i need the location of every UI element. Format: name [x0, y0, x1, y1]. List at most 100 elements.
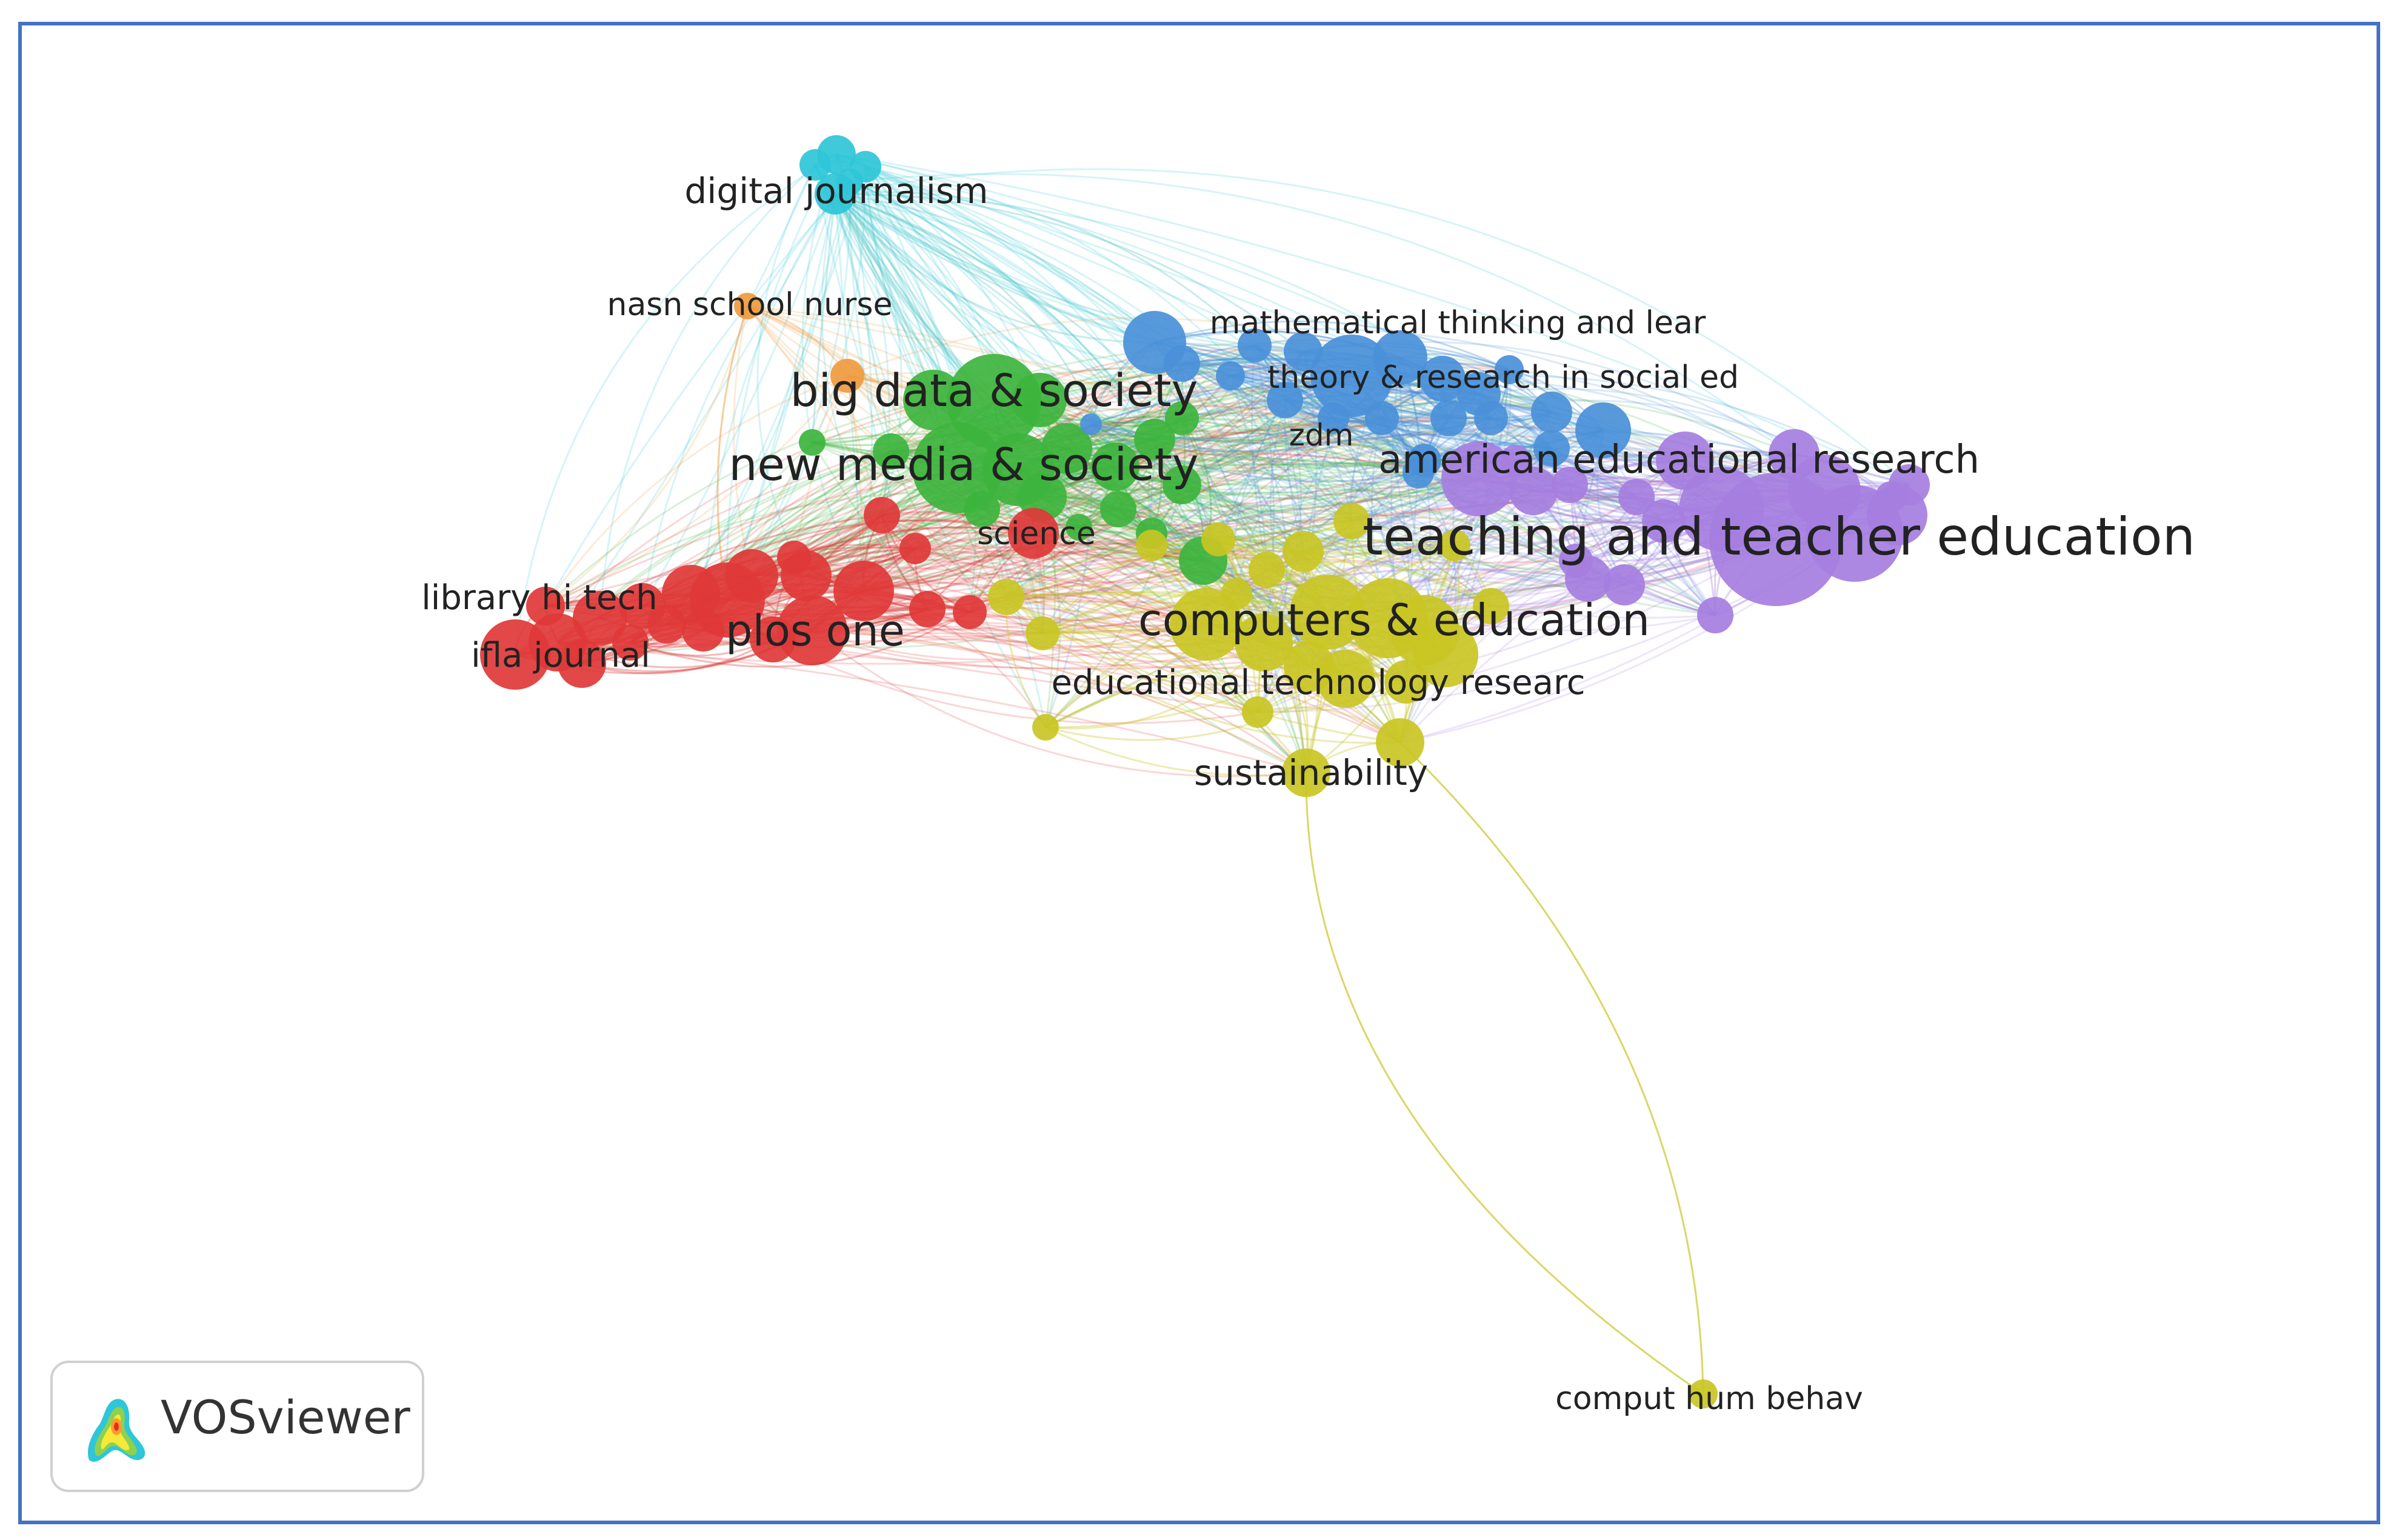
network-node[interactable] — [750, 616, 796, 662]
network-node[interactable] — [1170, 588, 1243, 661]
network-node[interactable] — [1091, 442, 1139, 491]
network-node[interactable] — [1509, 467, 1558, 515]
network-node[interactable] — [1430, 400, 1467, 436]
network-node[interactable] — [912, 422, 1003, 513]
network-node[interactable] — [526, 587, 565, 625]
network-node[interactable] — [1403, 457, 1434, 488]
label-comput-hum-behav[interactable]: comput hum behav — [1555, 1381, 1863, 1417]
network-node[interactable] — [1679, 467, 1764, 552]
label-library-hi-tech[interactable]: library hi tech — [421, 578, 658, 618]
label-ifla-journal[interactable]: ifla journal — [471, 636, 650, 675]
network-node[interactable] — [1384, 660, 1428, 704]
network-node[interactable] — [734, 293, 761, 319]
network-node[interactable] — [1080, 413, 1102, 435]
network-node[interactable] — [1697, 597, 1733, 633]
label-american-educational-research[interactable]: american educational research — [1378, 438, 1980, 482]
network-node[interactable] — [836, 168, 863, 195]
network-node[interactable] — [1290, 575, 1365, 650]
network-node[interactable] — [1439, 530, 1470, 561]
label-digital-journalism[interactable]: digital journalism — [684, 170, 988, 212]
label-science[interactable]: science — [977, 516, 1096, 552]
network-node[interactable] — [864, 497, 900, 533]
network-node[interactable] — [1642, 499, 1686, 543]
label-educational-technology-research[interactable]: educational technology researc — [1051, 663, 1585, 702]
network-node[interactable] — [899, 533, 931, 564]
label-theory-research[interactable]: theory & research in social ed — [1267, 359, 1739, 396]
network-node[interactable] — [988, 579, 1024, 615]
network-node[interactable] — [1026, 616, 1059, 650]
network-node[interactable] — [1032, 714, 1059, 741]
network-node[interactable] — [1552, 467, 1588, 503]
network-node[interactable] — [833, 561, 894, 621]
network-node[interactable] — [1310, 335, 1393, 417]
network-node[interactable] — [1012, 373, 1067, 427]
network-node[interactable] — [1283, 531, 1324, 572]
network-node[interactable] — [1575, 402, 1631, 458]
network-node[interactable] — [1221, 578, 1252, 610]
network-node[interactable] — [1008, 508, 1059, 559]
network-node[interactable] — [1216, 361, 1245, 390]
label-mathematical-thinking[interactable]: mathematical thinking and lear — [1210, 305, 1706, 341]
network-node[interactable] — [1875, 481, 1907, 513]
network-node[interactable] — [1284, 641, 1335, 692]
network-node[interactable] — [1201, 522, 1235, 556]
network-node[interactable] — [1473, 588, 1509, 624]
network-node[interactable] — [777, 595, 847, 665]
network-node[interactable] — [1376, 718, 1424, 767]
network-node[interactable] — [1041, 423, 1092, 474]
network-node[interactable] — [1282, 748, 1330, 797]
network-node[interactable] — [830, 359, 864, 393]
network-node[interactable] — [799, 429, 826, 456]
network-node[interactable] — [558, 639, 606, 688]
network-node[interactable] — [1441, 441, 1516, 516]
network-node[interactable] — [573, 591, 627, 645]
network-node[interactable] — [799, 149, 831, 181]
network-node[interactable] — [1249, 552, 1285, 588]
network-node[interactable] — [1495, 355, 1524, 384]
network-node[interactable] — [1136, 530, 1167, 561]
network-node[interactable] — [682, 609, 724, 652]
network-node[interactable] — [725, 549, 778, 602]
network-node[interactable] — [1420, 356, 1466, 402]
network-node[interactable] — [909, 591, 946, 627]
network-node[interactable] — [1242, 696, 1273, 728]
network-node[interactable] — [1235, 613, 1293, 672]
network-node[interactable] — [1531, 392, 1572, 433]
label-computers-education[interactable]: computers & education — [1138, 595, 1650, 645]
network-node[interactable] — [1318, 402, 1349, 434]
network-node[interactable] — [1559, 544, 1593, 578]
network-node[interactable] — [903, 370, 964, 430]
network-node[interactable] — [1769, 429, 1820, 480]
network-node[interactable] — [1238, 328, 1272, 362]
label-zdm[interactable]: zdm — [1289, 418, 1354, 453]
network-node[interactable] — [1618, 479, 1655, 515]
label-big-data-society[interactable]: big data & society — [790, 365, 1198, 417]
network-node[interactable] — [612, 624, 649, 661]
network-node[interactable] — [1373, 330, 1427, 385]
network-node[interactable] — [1100, 491, 1136, 527]
network-node[interactable] — [1165, 401, 1199, 435]
network-node[interactable] — [777, 541, 811, 575]
network-node[interactable] — [647, 605, 686, 644]
network-node[interactable] — [1656, 432, 1714, 490]
network-node[interactable] — [964, 491, 1000, 527]
network-node[interactable] — [1333, 503, 1370, 539]
label-sustainability[interactable]: sustainability — [1194, 752, 1428, 793]
network-node[interactable] — [1284, 332, 1323, 371]
network-node[interactable] — [1164, 345, 1200, 382]
network-node[interactable] — [1365, 401, 1399, 435]
network-node[interactable] — [1474, 401, 1508, 435]
network-node[interactable] — [1533, 430, 1570, 467]
network-node[interactable] — [1066, 514, 1092, 541]
label-nasn-school-nurse[interactable]: nasn school nurse — [607, 287, 892, 323]
network-node[interactable] — [953, 595, 987, 629]
label-plos-one[interactable]: plos one — [726, 606, 905, 656]
network-node[interactable] — [1267, 382, 1303, 418]
network-node[interactable] — [873, 433, 909, 470]
network-node[interactable] — [1389, 595, 1460, 665]
network-node[interactable] — [1163, 465, 1201, 504]
label-new-media-society[interactable]: new media & society — [729, 439, 1198, 491]
network-node[interactable] — [1500, 445, 1531, 476]
network-node[interactable] — [1604, 564, 1645, 605]
